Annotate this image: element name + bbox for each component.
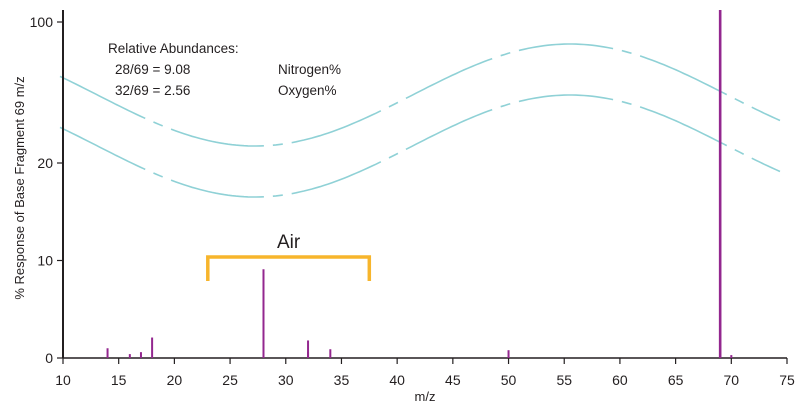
x-tick-label: 70 bbox=[724, 372, 740, 388]
x-tick-label: 50 bbox=[501, 372, 517, 388]
x-tick-label: 15 bbox=[111, 372, 127, 388]
relative-abundances-annotation: Relative Abundances: 28/69 = 9.08 Nitrog… bbox=[108, 41, 341, 98]
x-tick-label: 35 bbox=[334, 372, 350, 388]
annotation-ratio-oxygen: 32/69 = 2.56 bbox=[115, 83, 190, 98]
x-tick-label: 30 bbox=[278, 372, 294, 388]
annotation-ratio-nitrogen: 28/69 = 9.08 bbox=[115, 62, 190, 77]
y-axis-title: % Response of Base Fragment 69 m/z bbox=[12, 76, 27, 299]
x-tick-label: 45 bbox=[445, 372, 461, 388]
axis-break-upper-line bbox=[59, 43, 781, 147]
spectrum-peaks bbox=[106, 10, 733, 358]
axis-break-band bbox=[59, 43, 781, 198]
y-axis-ticks: 0 10 20 100 bbox=[30, 14, 63, 366]
x-tick-label: 25 bbox=[222, 372, 238, 388]
x-tick-label: 60 bbox=[612, 372, 628, 388]
x-axis-ticks: 10 15 20 25 30 35 40 45 50 55 60 65 70 75 bbox=[55, 358, 795, 388]
x-tick-label: 40 bbox=[389, 372, 405, 388]
y-tick-label: 100 bbox=[30, 14, 54, 30]
air-bracket-shape bbox=[206, 255, 372, 281]
y-tick-label: 10 bbox=[37, 253, 53, 269]
x-axis-title: m/z bbox=[415, 389, 436, 404]
annotation-gas-nitrogen: Nitrogen% bbox=[278, 62, 341, 77]
x-tick-label: 10 bbox=[55, 372, 71, 388]
x-tick-label: 55 bbox=[556, 372, 572, 388]
air-bracket-label: Air bbox=[277, 232, 301, 253]
axis-break-lower-line bbox=[59, 94, 781, 198]
y-tick-label: 20 bbox=[37, 155, 53, 171]
air-bracket bbox=[206, 255, 372, 281]
annotation-title: Relative Abundances: bbox=[108, 41, 239, 56]
x-tick-label: 20 bbox=[167, 372, 183, 388]
y-tick-label: 0 bbox=[45, 350, 53, 366]
annotation-gas-oxygen: Oxygen% bbox=[278, 83, 337, 98]
x-tick-label: 75 bbox=[779, 372, 795, 388]
x-tick-label: 65 bbox=[668, 372, 684, 388]
